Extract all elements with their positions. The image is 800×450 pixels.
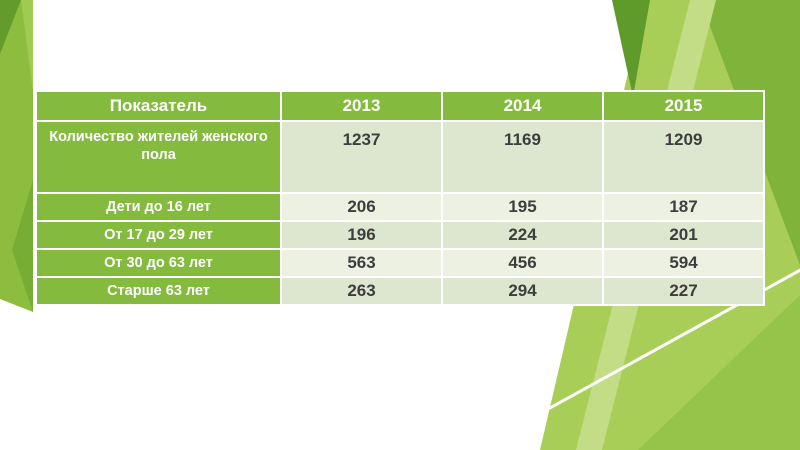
header-cell-year-2013: 2013 xyxy=(280,90,443,122)
table-row: Количество жителей женского пола 1237 11… xyxy=(35,120,765,194)
header-cell-year-2015: 2015 xyxy=(602,90,765,122)
value-cell: 594 xyxy=(602,248,765,278)
row-label: Старше 63 лет xyxy=(35,276,282,306)
value-cell: 1169 xyxy=(441,120,604,194)
background-decoration-left xyxy=(0,0,33,312)
data-table: Показатель 2013 2014 2015 Количество жит… xyxy=(35,90,765,306)
value-cell: 1209 xyxy=(602,120,765,194)
row-label: От 30 до 63 лет xyxy=(35,248,282,278)
header-cell-indicator: Показатель xyxy=(35,90,282,122)
value-cell: 456 xyxy=(441,248,604,278)
value-cell: 196 xyxy=(280,220,443,250)
row-label: Количество жителей женского пола xyxy=(35,120,282,194)
table-row: Дети до 16 лет 206 195 187 xyxy=(35,192,765,222)
header-cell-year-2014: 2014 xyxy=(441,90,604,122)
value-cell: 563 xyxy=(280,248,443,278)
value-cell: 201 xyxy=(602,220,765,250)
value-cell: 227 xyxy=(602,276,765,306)
table-container: Показатель 2013 2014 2015 Количество жит… xyxy=(35,90,765,306)
value-cell: 1237 xyxy=(280,120,443,194)
table-header-row: Показатель 2013 2014 2015 xyxy=(35,90,765,122)
value-cell: 224 xyxy=(441,220,604,250)
table-row: От 17 до 29 лет 196 224 201 xyxy=(35,220,765,250)
row-label: От 17 до 29 лет xyxy=(35,220,282,250)
value-cell: 206 xyxy=(280,192,443,222)
value-cell: 195 xyxy=(441,192,604,222)
value-cell: 294 xyxy=(441,276,604,306)
table-row: Старше 63 лет 263 294 227 xyxy=(35,276,765,306)
table-row: От 30 до 63 лет 563 456 594 xyxy=(35,248,765,278)
value-cell: 263 xyxy=(280,276,443,306)
value-cell: 187 xyxy=(602,192,765,222)
row-label: Дети до 16 лет xyxy=(35,192,282,222)
